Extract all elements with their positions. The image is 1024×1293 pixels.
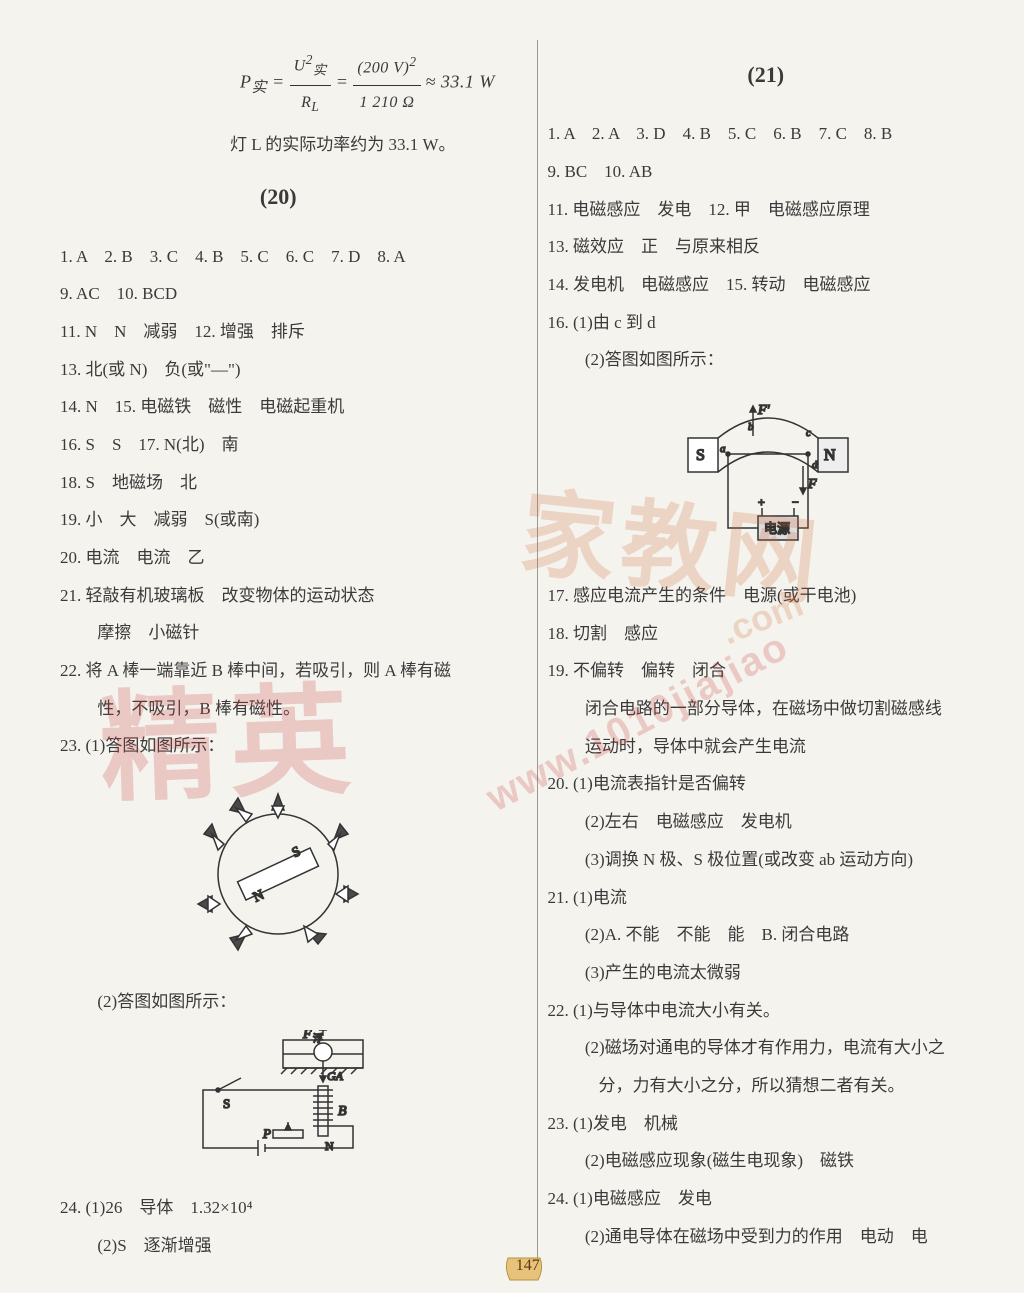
l-q23a: 23. (1)答图如图所示：: [60, 728, 497, 764]
l-q23b: (2)答图如图所示：: [60, 984, 497, 1020]
r-q20a: 20. (1)电流表指针是否偏转: [548, 766, 985, 802]
l-q13: 13. 北(或 N) 负(或"—"): [60, 352, 497, 388]
r-q23a: 23. (1)发电 机械: [548, 1106, 985, 1142]
formula-power: P实 = U2实RL = (200 V)21 210 Ω ≈ 33.1 W: [240, 46, 497, 121]
svg-text:B: B: [338, 1104, 347, 1119]
r-q19c: 运动时，导体中就会产生电流: [548, 729, 985, 765]
r-q19a: 19. 不偏转 偏转 闭合: [548, 653, 985, 689]
r-q9: 9. BC 10. AB: [548, 154, 985, 190]
section-20: (20): [60, 174, 497, 220]
r-q21a: 21. (1)电流: [548, 880, 985, 916]
svg-text:S: S: [223, 1096, 230, 1111]
l-q9: 9. AC 10. BCD: [60, 276, 497, 312]
r-q13: 13. 磁效应 正 与原来相反: [548, 229, 985, 265]
r-q24b: (2)通电导体在磁场中受到力的作用 电动 电: [548, 1219, 985, 1255]
right-column: (21) 1. A 2. A 3. D 4. B 5. C 6. B 7. C …: [537, 40, 985, 1265]
l-q19: 19. 小 大 减弱 S(或南): [60, 502, 497, 538]
l-q14: 14. N 15. 电磁铁 磁性 电磁起重机: [60, 389, 497, 425]
l-q18: 18. S 地磁场 北: [60, 465, 497, 501]
r-q22b: (2)磁场对通电的导体才有作用力，电流有大小之: [548, 1030, 985, 1066]
diagram-magnet-force: S N a b c d F' F: [668, 388, 888, 568]
svg-text:F: F: [302, 1030, 312, 1042]
r-q21c: (3)产生的电流太微弱: [548, 955, 985, 991]
r-q22a: 22. (1)与导体中电流大小有关。: [548, 993, 985, 1029]
r-q16a: 16. (1)由 c 到 d: [548, 305, 985, 341]
l-q24b: (2)S 逐渐增强: [60, 1228, 497, 1264]
svg-text:−: −: [792, 495, 799, 509]
r-q17: 17. 感应电流产生的条件 电源(或干电池): [548, 578, 985, 614]
section-21: (21): [548, 52, 985, 98]
svg-text:电源: 电源: [764, 521, 790, 536]
svg-text:N: N: [325, 1139, 334, 1153]
r-q20b: (2)左右 电磁感应 发电机: [548, 804, 985, 840]
r-q22c: 分，力有大小之分，所以猜想二者有关。: [548, 1068, 985, 1104]
l-q20: 20. 电流 电流 乙: [60, 540, 497, 576]
l-q16: 16. S S 17. N(北) 南: [60, 427, 497, 463]
r-q19b: 闭合电路的一部分导体，在磁场中做切割磁感线: [548, 691, 985, 727]
formula-note: 灯 L 的实际功率约为 33.1 W。: [230, 127, 497, 163]
l-mcq: 1. A 2. B 3. C 4. B 5. C 6. C 7. D 8. A: [60, 239, 497, 275]
svg-text:a: a: [720, 443, 726, 455]
l-q24a: 24. (1)26 导体 1.32×10⁴: [60, 1190, 497, 1226]
svg-text:S: S: [696, 447, 705, 464]
svg-text:F': F': [757, 403, 771, 418]
svg-text:+: +: [758, 495, 765, 509]
r-q11: 11. 电磁感应 发电 12. 甲 电磁感应原理: [548, 192, 985, 228]
l-q11: 11. N N 减弱 12. 增强 排斥: [60, 314, 497, 350]
l-q22b: 性，不吸引，B 棒有磁性。: [60, 691, 497, 727]
r-q23b: (2)电磁感应现象(磁生电现象) 磁铁: [548, 1143, 985, 1179]
svg-text:c: c: [806, 427, 811, 439]
page-number: 147: [502, 1251, 574, 1285]
svg-text:N: N: [824, 447, 836, 464]
diagram-circuit-electromagnet: F浮 GA B N S: [163, 1030, 393, 1180]
svg-text:GA: GA: [327, 1069, 344, 1083]
r-q14: 14. 发电机 电磁感应 15. 转动 电磁感应: [548, 267, 985, 303]
r-mcq: 1. A 2. A 3. D 4. B 5. C 6. B 7. C 8. B: [548, 116, 985, 152]
svg-text:P: P: [262, 1126, 271, 1141]
diagram-compass-magnets: S N: [168, 774, 388, 974]
svg-text:浮: 浮: [313, 1033, 323, 1045]
r-q20c: (3)调换 N 极、S 极位置(或改变 ab 运动方向): [548, 842, 985, 878]
r-q18: 18. 切割 感应: [548, 616, 985, 652]
l-q21a: 21. 轻敲有机玻璃板 改变物体的运动状态: [60, 578, 497, 614]
l-q21b: 摩擦 小磁针: [60, 615, 497, 651]
svg-text:d: d: [812, 459, 818, 471]
r-q21b: (2)A. 不能 不能 能 B. 闭合电路: [548, 917, 985, 953]
r-q16b: (2)答图如图所示：: [548, 342, 985, 378]
r-q24a: 24. (1)电磁感应 发电: [548, 1181, 985, 1217]
l-q22a: 22. 将 A 棒一端靠近 B 棒中间，若吸引，则 A 棒有磁: [60, 653, 497, 689]
left-column: P实 = U2实RL = (200 V)21 210 Ω ≈ 33.1 W 灯 …: [60, 40, 507, 1265]
